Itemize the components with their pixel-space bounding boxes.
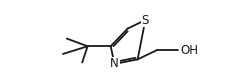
Text: OH: OH (181, 44, 199, 57)
Text: S: S (142, 14, 149, 27)
Text: N: N (110, 57, 119, 70)
